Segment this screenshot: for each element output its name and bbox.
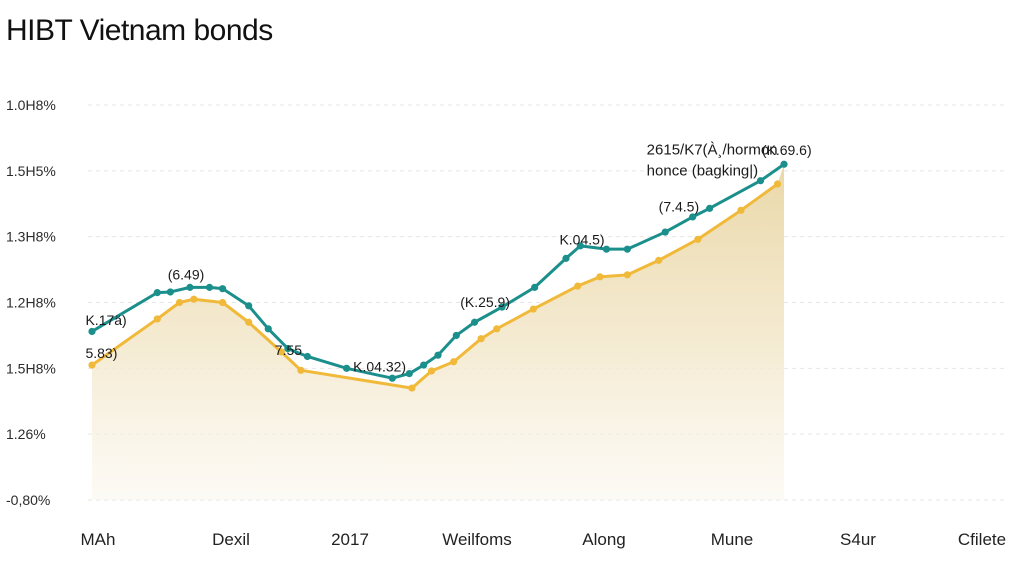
data-point [477, 335, 485, 343]
data-point [303, 352, 312, 361]
x-tick-label: Weilfoms [442, 530, 512, 549]
y-tick-label: 1.3H8% [6, 229, 56, 245]
data-point [388, 374, 396, 382]
data-point [562, 254, 570, 262]
data-point [427, 367, 436, 375]
data-point [596, 273, 604, 281]
x-tick-label: S4ur [840, 530, 876, 549]
data-point [529, 305, 537, 313]
data-point [661, 228, 669, 236]
x-axis-ticks: MAh Dexil 2017 Weilfoms Along Mune S4ur Cfilete [81, 530, 1007, 549]
data-point [756, 177, 765, 185]
data-point [694, 235, 702, 243]
data-point [153, 289, 161, 297]
data-point [420, 361, 428, 369]
data-point [706, 204, 714, 212]
data-point [737, 206, 745, 214]
data-point [623, 271, 631, 279]
data-point [245, 302, 253, 310]
y-tick-label: 1.26% [6, 426, 46, 442]
data-point [175, 298, 184, 307]
area-under-curve [92, 164, 785, 500]
data-point [623, 245, 631, 253]
data-point [450, 358, 458, 366]
y-tick-label: 1.5H8% [6, 360, 56, 376]
y-axis-ticks: 1.0H8% 1.5H5% 1.3H8% 1.2H8% 1.5H8% 1.26% -0,80… [6, 97, 56, 508]
data-point [205, 283, 214, 291]
area-fill [92, 164, 785, 500]
y-tick-label: 1.0H8% [6, 97, 56, 113]
data-point [297, 366, 305, 374]
series-lines [88, 160, 788, 392]
data-point [88, 361, 96, 369]
data-point [602, 245, 611, 253]
data-point [470, 318, 479, 326]
data-point [186, 283, 194, 291]
x-tick-label: MAh [81, 530, 116, 549]
x-tick-label: Along [582, 530, 625, 549]
data-point [405, 370, 413, 378]
data-point [284, 344, 292, 353]
data-point [245, 318, 253, 326]
data-label: K.17ä) [85, 312, 126, 328]
annotation: 2615/K7(À¸/hormon honce (bagking|) [647, 141, 778, 179]
data-point [166, 288, 174, 296]
data-point [408, 384, 416, 392]
y-tick-label: 1.5H5% [6, 163, 56, 179]
x-tick-label: 2017 [331, 530, 369, 549]
data-point [153, 315, 161, 323]
data-label: (K.69.6) [762, 142, 812, 158]
annotation-line: honce (bagking|) [647, 162, 758, 179]
data-point [218, 298, 227, 307]
data-labels: K.17ä) 5.83) (6.49) 7.55 K.04.32) (K.25.9) K.0… [85, 142, 811, 375]
data-point [493, 325, 501, 333]
data-point [655, 256, 663, 264]
chart-title: HIBT Vietnam bonds [6, 14, 273, 47]
data-point [576, 242, 584, 250]
y-tick-label: -0,80% [6, 492, 50, 508]
series-line [91, 163, 785, 380]
data-point [277, 348, 285, 356]
data-point [434, 351, 442, 359]
data-label: (K.25.9) [460, 294, 510, 310]
y-tick-label: 1.2H8% [6, 295, 56, 311]
data-point [531, 283, 539, 291]
data-label: 5.83) [85, 345, 117, 361]
data-point [218, 285, 227, 293]
data-point [689, 213, 697, 221]
annotation-line: 2615/K7(À¸/hormon [647, 141, 778, 158]
data-point [498, 303, 506, 311]
data-label: (6.49) [168, 266, 205, 282]
data-label: (7.4.5) [659, 199, 699, 215]
data-point [452, 331, 460, 340]
data-label: K.04.5) [559, 232, 604, 248]
data-point [780, 160, 788, 168]
data-label: 7.55 [275, 342, 302, 358]
data-point [574, 282, 582, 290]
x-tick-label: Cfilete [958, 530, 1006, 549]
data-label: K.04.32) [353, 359, 406, 375]
data-point [343, 364, 351, 372]
data-point [773, 180, 782, 188]
data-point [88, 327, 96, 336]
x-tick-label: Dexil [212, 530, 250, 549]
data-point [190, 295, 198, 303]
data-point [264, 325, 272, 333]
x-tick-label: Mune [711, 530, 754, 549]
